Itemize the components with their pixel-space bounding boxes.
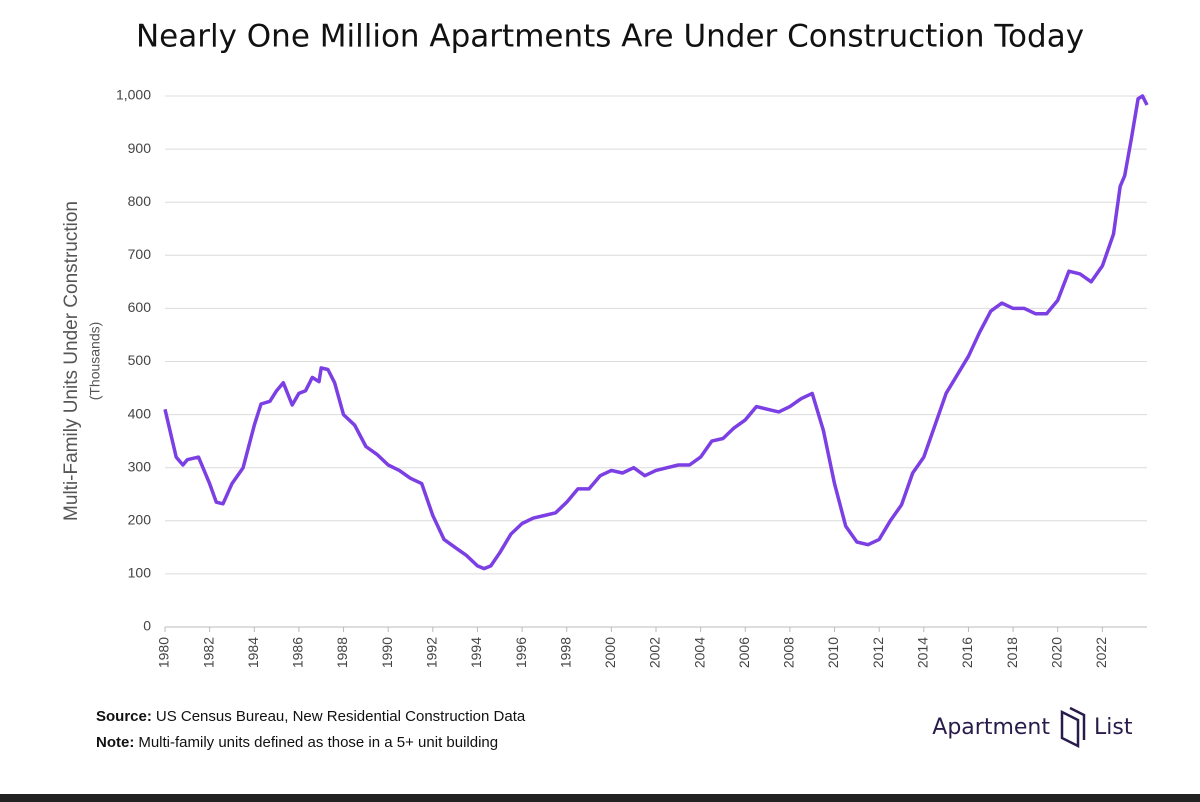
logo-right: List [1094, 715, 1133, 740]
y-tick-label: 600 [128, 299, 152, 315]
x-tick-label: 2008 [781, 637, 797, 668]
x-tick-label: 1994 [468, 637, 484, 668]
source-line: Source: US Census Bureau, New Residential… [96, 708, 526, 725]
x-tick-label: 2016 [959, 637, 975, 668]
note-label: Note: [96, 734, 134, 751]
x-tick-label: 2018 [1004, 637, 1020, 668]
data-line [163, 94, 1149, 571]
y-tick-label: 1,000 [116, 87, 151, 103]
x-tick-label: 1982 [200, 637, 216, 668]
x-tick-label: 2020 [1048, 637, 1064, 668]
x-tick-label: 1998 [557, 637, 573, 668]
logo-shape [1060, 709, 1080, 749]
x-tick-label: 2010 [825, 637, 841, 668]
logo-shape [1069, 706, 1086, 740]
logo-icon [1060, 706, 1086, 749]
x-tick-label: 1988 [334, 637, 350, 668]
y-tick-label: 500 [128, 352, 152, 368]
x-tick-label: 1990 [379, 637, 395, 668]
y-axis-label: Multi-Family Units Under Construction [61, 201, 82, 521]
y-tick-label: 700 [128, 246, 152, 262]
x-tick-label: 2000 [602, 637, 618, 668]
x-tick-label: 2014 [915, 637, 931, 668]
y-axis-sublabel: (Thousands) [87, 322, 103, 401]
source-text: US Census Bureau, New Residential Constr… [156, 708, 526, 725]
y-tick-label: 100 [128, 565, 152, 581]
y-tick-label: 400 [128, 405, 152, 421]
x-tick-label: 2012 [870, 637, 886, 668]
source-label: Source: [96, 708, 152, 725]
y-tick-label: 900 [128, 140, 152, 156]
y-tick-label: 200 [128, 512, 152, 528]
x-tick-label: 2022 [1093, 637, 1109, 668]
note-text: Multi-family units defined as those in a… [138, 734, 498, 751]
y-tick-label: 800 [128, 193, 152, 209]
note-line: Note: Multi-family units defined as those… [96, 734, 498, 751]
x-tick-label: 1984 [245, 637, 261, 668]
chart-title: Nearly One Million Apartments Are Under … [136, 19, 1084, 55]
x-tick-label: 1992 [424, 637, 440, 668]
window-edge [0, 794, 1200, 802]
x-tick-label: 2002 [647, 637, 663, 668]
x-tick-label: 2004 [691, 637, 707, 668]
y-tick-label: 0 [143, 618, 151, 634]
x-tick-label: 2006 [736, 637, 752, 668]
logo-left: Apartment [932, 715, 1050, 740]
x-tick-label: 1996 [513, 637, 529, 668]
x-tick-label: 1980 [156, 637, 172, 668]
x-tick-label: 1986 [290, 637, 306, 668]
y-tick-label: 300 [128, 458, 152, 474]
